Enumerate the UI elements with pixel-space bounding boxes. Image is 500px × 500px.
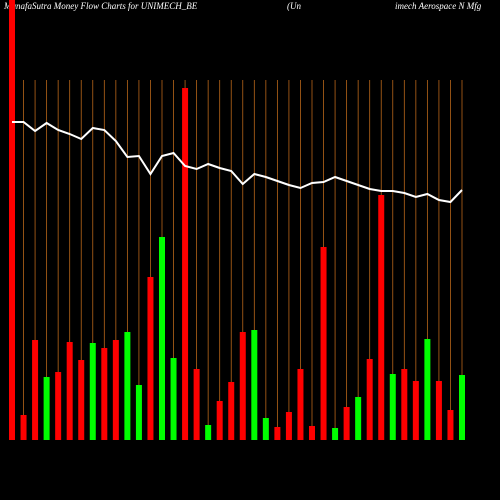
bar xyxy=(20,415,27,440)
chart-subtitle: (Un xyxy=(287,1,301,11)
bar xyxy=(112,340,119,440)
bar xyxy=(228,382,235,440)
bar xyxy=(159,237,165,440)
bar xyxy=(124,332,131,440)
bar xyxy=(239,332,246,440)
bar xyxy=(251,330,258,440)
bar xyxy=(274,427,281,440)
bar xyxy=(43,377,50,440)
bar xyxy=(101,348,108,440)
bar xyxy=(205,425,212,440)
bar xyxy=(366,359,373,440)
money-flow-line xyxy=(12,121,463,204)
bar xyxy=(262,418,269,440)
bar xyxy=(193,369,200,440)
bar xyxy=(412,381,419,440)
bar xyxy=(309,426,315,440)
bar xyxy=(459,375,465,440)
bar xyxy=(89,343,96,440)
bar xyxy=(389,374,396,440)
bar xyxy=(66,342,73,440)
bar xyxy=(182,88,189,440)
bar xyxy=(320,247,327,440)
bar xyxy=(170,358,177,440)
chart-subtitle: imech Aerospace N Mfg xyxy=(395,1,482,11)
bar xyxy=(424,339,431,440)
chart-title: MunafaSutra Money Flow Charts for UNIMEC… xyxy=(3,1,198,11)
bar xyxy=(401,369,408,440)
bar xyxy=(332,428,339,440)
bar xyxy=(378,195,385,440)
bar xyxy=(435,381,442,440)
bar xyxy=(285,412,292,440)
bar xyxy=(355,397,362,440)
bar xyxy=(32,340,39,440)
bar xyxy=(9,0,15,440)
bar xyxy=(297,369,304,440)
bar xyxy=(55,372,62,440)
bar xyxy=(135,385,142,440)
bar xyxy=(216,401,223,440)
bar xyxy=(78,360,85,440)
bar xyxy=(343,407,350,440)
bar xyxy=(147,277,154,440)
bar xyxy=(447,410,454,440)
